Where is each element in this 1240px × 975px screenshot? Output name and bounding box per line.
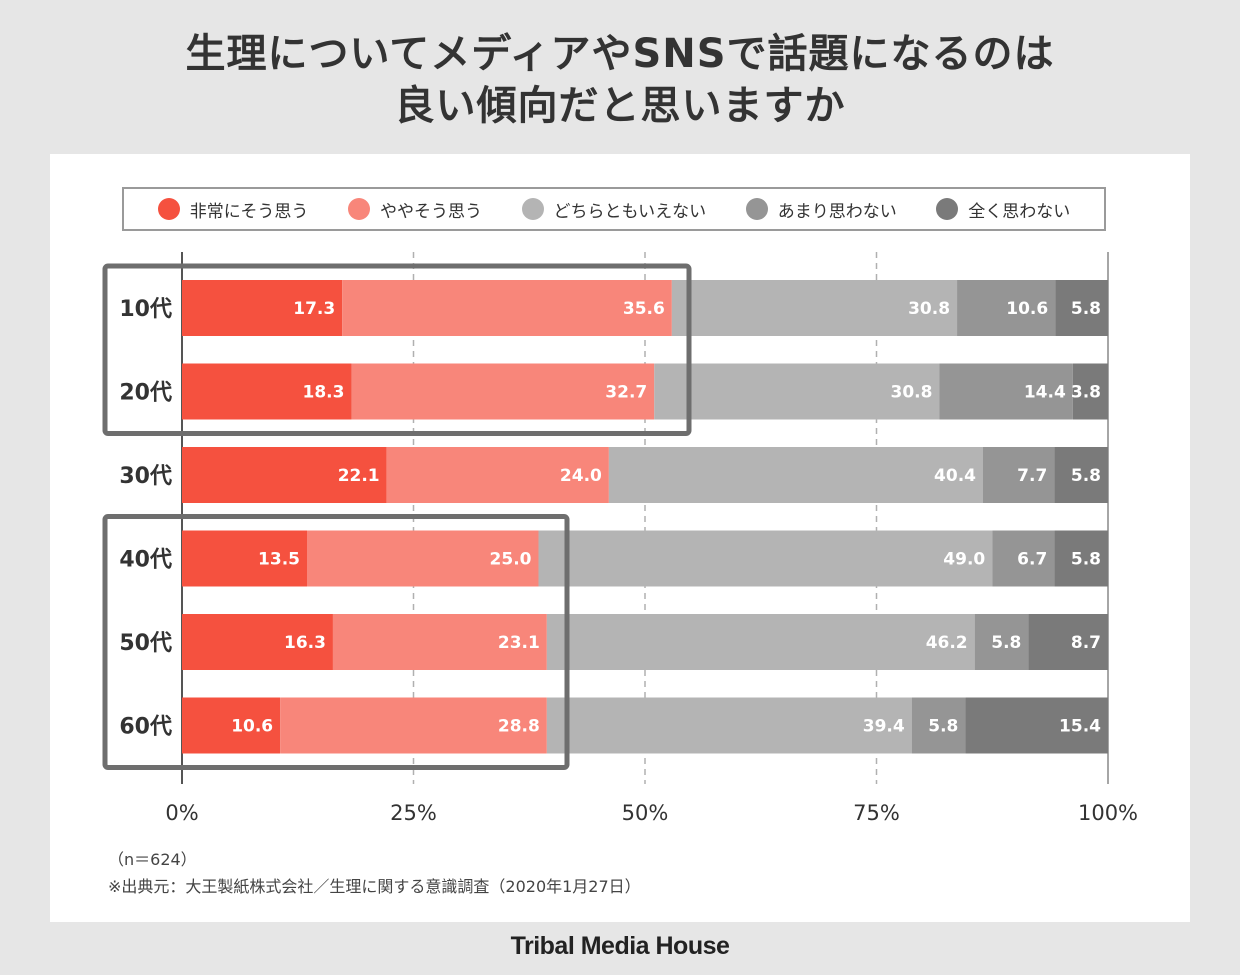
data-label: 16.3	[284, 633, 326, 653]
legend: 非常にそう思う ややそう思う どちらともいえない あまり思わない 全く思わない	[122, 187, 1106, 231]
category-label: 10代	[119, 297, 172, 322]
data-label: 5.8	[1071, 550, 1101, 570]
legend-label: あまり思わない	[777, 201, 897, 222]
bar-segment	[1055, 280, 1108, 336]
x-tick-label: 25%	[390, 801, 437, 825]
legend-item: どちらともいえない	[521, 197, 707, 222]
bar-segment	[965, 697, 1108, 754]
bar-segment	[939, 363, 1073, 420]
bar-segment	[182, 530, 308, 587]
data-label: 35.6	[623, 299, 665, 319]
legend-label: どちらともいえない	[553, 201, 707, 222]
data-label: 28.8	[498, 717, 540, 737]
notes: （n＝624） ※出典元：大王製紙株式会社／生理に関する意識調査（2020年1月…	[108, 846, 641, 900]
legend-item: 非常にそう思う	[157, 197, 309, 222]
category-label: 50代	[119, 631, 172, 656]
data-label: 15.4	[1059, 717, 1101, 737]
bar-segment	[182, 363, 352, 420]
bar-segment	[974, 614, 1029, 670]
data-label: 24.0	[560, 466, 602, 486]
data-label: 30.8	[891, 383, 933, 403]
x-tick-label: 50%	[622, 801, 669, 825]
stacked-bar-chart: 17.3 35.6 30.8 10.6 5.8 10代 18.3 32.7 30.8 14.4 3.…	[102, 252, 1138, 825]
title-line-2: 良い傾向だと思いますか	[394, 83, 846, 129]
data-label: 5.8	[991, 633, 1021, 653]
x-tick-label: 75%	[853, 801, 900, 825]
bar-segment	[182, 697, 281, 754]
data-label: 5.8	[1071, 466, 1101, 486]
chart-title: 生理についてメディアやSNSで話題になるのは 良い傾向だと思いますか	[0, 28, 1240, 132]
bar-segment	[182, 447, 387, 503]
data-label: 49.0	[943, 550, 985, 570]
data-label: 3.8	[1071, 383, 1101, 403]
data-label: 30.8	[908, 299, 950, 319]
data-label: 10.6	[1006, 299, 1048, 319]
category-label: 30代	[119, 464, 172, 489]
data-label: 40.4	[934, 466, 976, 486]
bar-segment	[654, 363, 940, 420]
bar-segment	[1054, 447, 1108, 503]
bar-segment	[546, 614, 975, 670]
data-label: 6.7	[1017, 550, 1047, 570]
data-label: 25.0	[490, 550, 532, 570]
data-label: 14.4	[1024, 383, 1066, 403]
legend-swatch	[157, 198, 180, 220]
data-label: 7.7	[1017, 466, 1047, 486]
bar-segment	[992, 530, 1055, 587]
source-note: ※出典元：大王製紙株式会社／生理に関する意識調査（2020年1月27日）	[108, 877, 641, 896]
legend-label: ややそう思う	[379, 201, 482, 222]
bar-segment	[332, 614, 547, 670]
bar-segment	[307, 530, 539, 587]
bar-segment	[182, 280, 343, 336]
x-tick-label: 0%	[165, 801, 198, 825]
legend-item: あまり思わない	[745, 197, 897, 222]
data-label: 18.3	[303, 383, 345, 403]
data-label: 22.1	[338, 466, 380, 486]
data-label: 23.1	[498, 633, 540, 653]
bar-segment	[957, 280, 1056, 336]
sample-size-note: （n＝624）	[108, 850, 197, 869]
category-label: 40代	[119, 548, 172, 573]
data-label: 39.4	[863, 717, 905, 737]
legend-item: ややそう思う	[347, 197, 482, 222]
brand-logo-text: Tribal Media House	[510, 932, 730, 960]
bar-segment	[1072, 363, 1108, 420]
bar-segment	[911, 697, 966, 754]
bar-segment	[386, 447, 609, 503]
bar-segment	[1028, 614, 1108, 670]
bar-segment	[538, 530, 993, 587]
legend-swatch	[347, 198, 370, 220]
bar-segment	[671, 280, 958, 336]
data-label: 32.7	[605, 383, 647, 403]
bar-segment	[608, 447, 983, 503]
legend-label: 全く思わない	[968, 201, 1071, 222]
bar-segment	[351, 363, 655, 420]
x-tick-label: 100%	[1078, 801, 1138, 825]
data-label: 46.2	[926, 633, 968, 653]
data-label: 5.8	[928, 717, 958, 737]
bar-segment	[342, 280, 672, 336]
legend-item: 全く思わない	[936, 197, 1070, 222]
bar-segment	[182, 614, 333, 670]
category-label: 60代	[119, 715, 172, 740]
chart-panel: 非常にそう思う ややそう思う どちらともいえない あまり思わない 全く思わない 17.3…	[50, 154, 1190, 922]
data-label: 8.7	[1071, 633, 1101, 653]
bar-segment	[546, 697, 912, 754]
legend-swatch	[745, 198, 768, 220]
category-label: 20代	[119, 381, 172, 406]
legend-label: 非常にそう思う	[189, 201, 309, 222]
data-label: 5.8	[1071, 299, 1101, 319]
legend-swatch	[521, 198, 544, 220]
data-label: 13.5	[258, 550, 300, 570]
bar-segment	[280, 697, 547, 754]
legend-swatch	[936, 198, 959, 220]
highlight-box	[102, 514, 570, 770]
bar-segment	[982, 447, 1055, 503]
title-line-1: 生理についてメディアやSNSで話題になるのは	[185, 31, 1055, 77]
data-label: 17.3	[293, 299, 335, 319]
data-label: 10.6	[231, 717, 273, 737]
highlight-box	[102, 263, 692, 436]
bar-segment	[1054, 530, 1108, 587]
